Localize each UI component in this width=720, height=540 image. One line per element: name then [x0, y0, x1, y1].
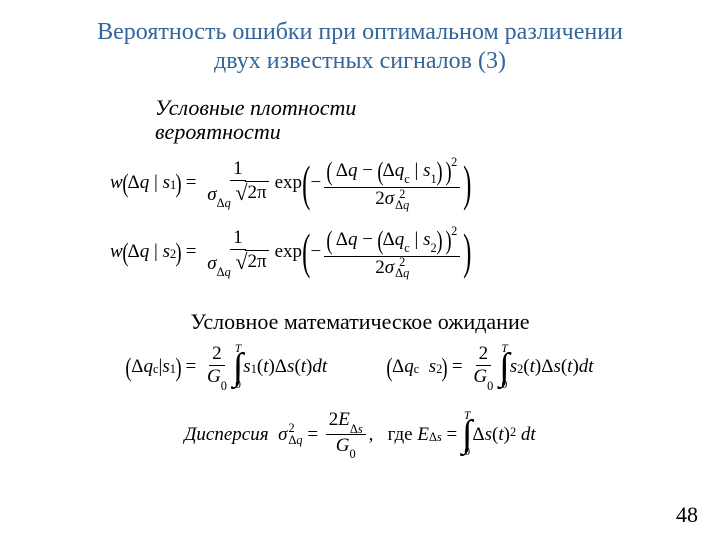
title-line-1: Вероятность ошибки при оптимальном разли… [97, 19, 623, 45]
subheading-densities-l1: Условные плотности [155, 95, 356, 120]
expectation-s2: ( Δqс s2 ) = 2 G0 T ∫ 0 s2(t)Δs(t)dt [387, 343, 593, 391]
density-formula-s2: w ( Δq | s2 ) = 1 σΔq √2π exp ( − ( Δq −… [110, 225, 720, 280]
where-label: где [388, 424, 413, 446]
expectation-formulas: ( Δqс | s1 ) = 2 G0 T ∫ 0 s1(t)Δs(t)dt (… [0, 343, 720, 391]
density-formula-s1: w ( Δq | s1 ) = 1 σΔq √2π exp ( − ( Δq −… [110, 156, 720, 211]
subheading-expectation: Условное математическое ожидание [0, 309, 720, 335]
subheading-densities-l2: вероятности [155, 119, 281, 144]
slide-title: Вероятность ошибки при оптимальном разли… [0, 0, 720, 76]
subheading-densities: Условные плотности вероятности [155, 96, 720, 144]
expectation-s1: ( Δqс | s1 ) = 2 G0 T ∫ 0 s1(t)Δs(t)dt [126, 343, 327, 391]
title-line-2: двух известных сигналов (3) [214, 48, 506, 74]
page-number: 48 [676, 502, 698, 528]
density-formulas-block: w ( Δq | s1 ) = 1 σΔq √2π exp ( − ( Δq −… [110, 156, 720, 280]
dispersion-label: Дисперсия [184, 424, 268, 446]
variance-formula: Дисперсия σ2Δq = 2EΔs G0 , где EΔs = T ∫… [0, 409, 720, 460]
